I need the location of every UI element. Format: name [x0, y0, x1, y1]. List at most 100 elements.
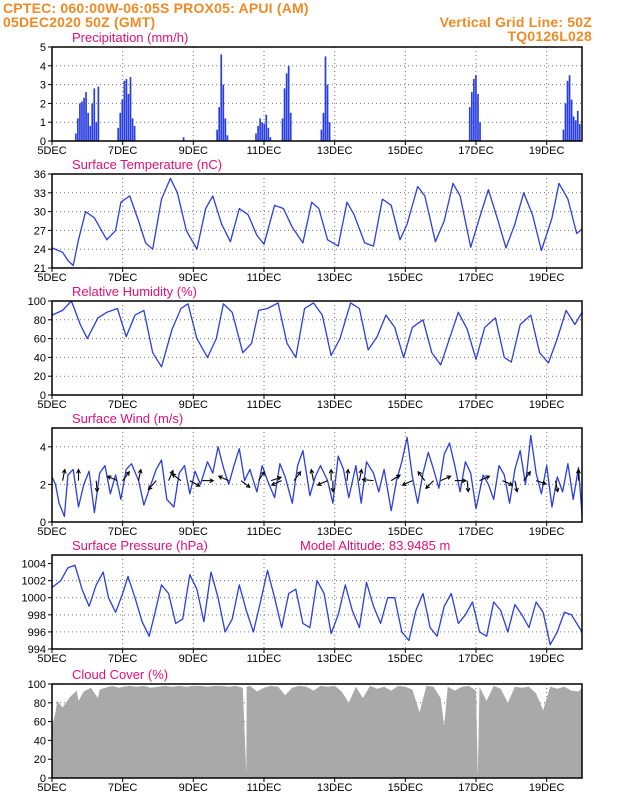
precip-bar: [578, 124, 581, 141]
pres-title: Surface Pressure (hPa): [72, 538, 208, 553]
rh-xtick-label: 5DEC: [37, 399, 66, 411]
temp-xtick-label: 19DEC: [529, 272, 565, 284]
cloud-title: Cloud Cover (%): [72, 667, 168, 682]
precip-ytick-label: 1: [40, 117, 46, 129]
precip-bar: [123, 80, 126, 141]
header-line2-right: Vertical Grid Line: 50Z: [439, 14, 592, 30]
rh-ytick-label: 80: [34, 315, 46, 327]
wind-vector: [465, 480, 471, 493]
wind-vector: [189, 480, 201, 487]
pres-xtick-label: 7DEC: [108, 653, 137, 665]
wind-vector: [122, 470, 130, 481]
wind-vector: [554, 480, 560, 493]
precip-bar: [566, 80, 569, 141]
wind-xtick-label: 19DEC: [529, 526, 565, 538]
pres-xtick-label: 5DEC: [37, 653, 66, 665]
precip-bar: [328, 122, 331, 141]
cloud-xtick-label: 5DEC: [37, 782, 66, 794]
wind-vector: [171, 473, 182, 482]
cloud-xtick-label: 7DEC: [108, 782, 137, 794]
rh-ytick-label: 100: [28, 296, 46, 308]
precip-bar: [564, 103, 567, 141]
wind-ytick-label: 2: [40, 479, 46, 491]
precip-bar: [324, 56, 327, 141]
precip-bar: [77, 118, 79, 141]
wind-vector: [417, 470, 426, 481]
precip-bar: [81, 101, 83, 141]
cloud-xtick-label: 11DEC: [247, 782, 282, 794]
precip-bar: [289, 112, 292, 141]
precip-xtick-label: 11DEC: [247, 145, 282, 157]
precip-bar: [261, 122, 264, 141]
precip-bar: [89, 125, 92, 141]
rh-xtick-label: 9DEC: [179, 399, 208, 411]
wind-series-line: [51, 434, 583, 518]
precip-bar: [121, 99, 124, 141]
precip-bar: [131, 118, 134, 141]
wind-vector: [479, 475, 491, 482]
wind-vector: [202, 478, 215, 484]
precip-bar: [473, 78, 475, 141]
wind-xtick-label: 13DEC: [317, 526, 353, 538]
pres-xtick-label: 15DEC: [388, 653, 424, 665]
pres-ytick-label: 998: [28, 610, 46, 622]
wind-vector: [576, 468, 581, 481]
precip-bar: [95, 122, 98, 141]
precip-xtick-label: 7DEC: [108, 145, 137, 157]
temp-series-line: [51, 177, 583, 267]
temp-xtick-label: 11DEC: [247, 272, 282, 284]
precip-bar: [133, 125, 136, 141]
wind-vector: [94, 480, 100, 493]
pres-xtick-label: 13DEC: [317, 653, 353, 665]
cloud-ytick-label: 100: [28, 679, 46, 691]
precip-bar: [218, 107, 221, 141]
precip-bar: [87, 112, 89, 141]
cloud-ytick-label: 40: [34, 735, 46, 747]
wind-vector: [106, 475, 118, 482]
wind-vector: [76, 468, 81, 481]
precip-bar: [562, 129, 565, 141]
temp-xtick-label: 15DEC: [388, 272, 424, 284]
wind-vector: [523, 470, 531, 481]
precip-bar: [570, 99, 573, 141]
wind-title: Surface Wind (m/s): [72, 411, 183, 426]
rh-ytick-label: 20: [34, 371, 46, 383]
wind-vector: [217, 475, 229, 482]
precip-bar: [125, 78, 128, 141]
wind-vector: [147, 480, 157, 491]
precip-bar: [127, 94, 130, 141]
temp-title: Surface Temperature (nC): [72, 157, 222, 172]
temp-xtick-label: 17DEC: [458, 272, 494, 284]
header-line3-right: TQ0126L028: [507, 28, 592, 44]
precip-xtick-label: 15DEC: [388, 145, 424, 157]
precip-bar: [74, 133, 77, 141]
precip-bar: [326, 84, 329, 141]
pres-frame: [51, 554, 583, 650]
precip-xtick-label: 17DEC: [458, 145, 494, 157]
precip-bar: [470, 92, 473, 141]
precip-ytick-label: 5: [40, 42, 46, 54]
precip-bar: [468, 107, 471, 141]
wind-xtick-label: 7DEC: [108, 526, 137, 538]
temp-xtick-label: 9DEC: [179, 272, 208, 284]
wind-xtick-label: 9DEC: [179, 526, 208, 538]
wind-vector: [401, 480, 413, 486]
precip-bar: [281, 118, 284, 141]
wind-vector: [137, 468, 143, 481]
precip-bar: [285, 73, 288, 141]
pres-xtick-label: 19DEC: [529, 653, 565, 665]
wind-xtick-label: 15DEC: [388, 526, 424, 538]
precip-frame: [51, 46, 583, 142]
temp-frame: [51, 173, 583, 269]
wind-vector: [502, 480, 514, 486]
precip-bar: [576, 110, 579, 141]
precip-bar: [220, 54, 223, 141]
precip-bar: [265, 114, 268, 141]
wind-frame: [51, 427, 583, 523]
precip-bar: [263, 124, 266, 141]
wind-vector: [61, 468, 67, 481]
rh-xtick-label: 17DEC: [458, 399, 494, 411]
precip-bar: [283, 88, 286, 141]
precip-ytick-label: 3: [40, 80, 46, 92]
precip-bar: [255, 133, 257, 141]
